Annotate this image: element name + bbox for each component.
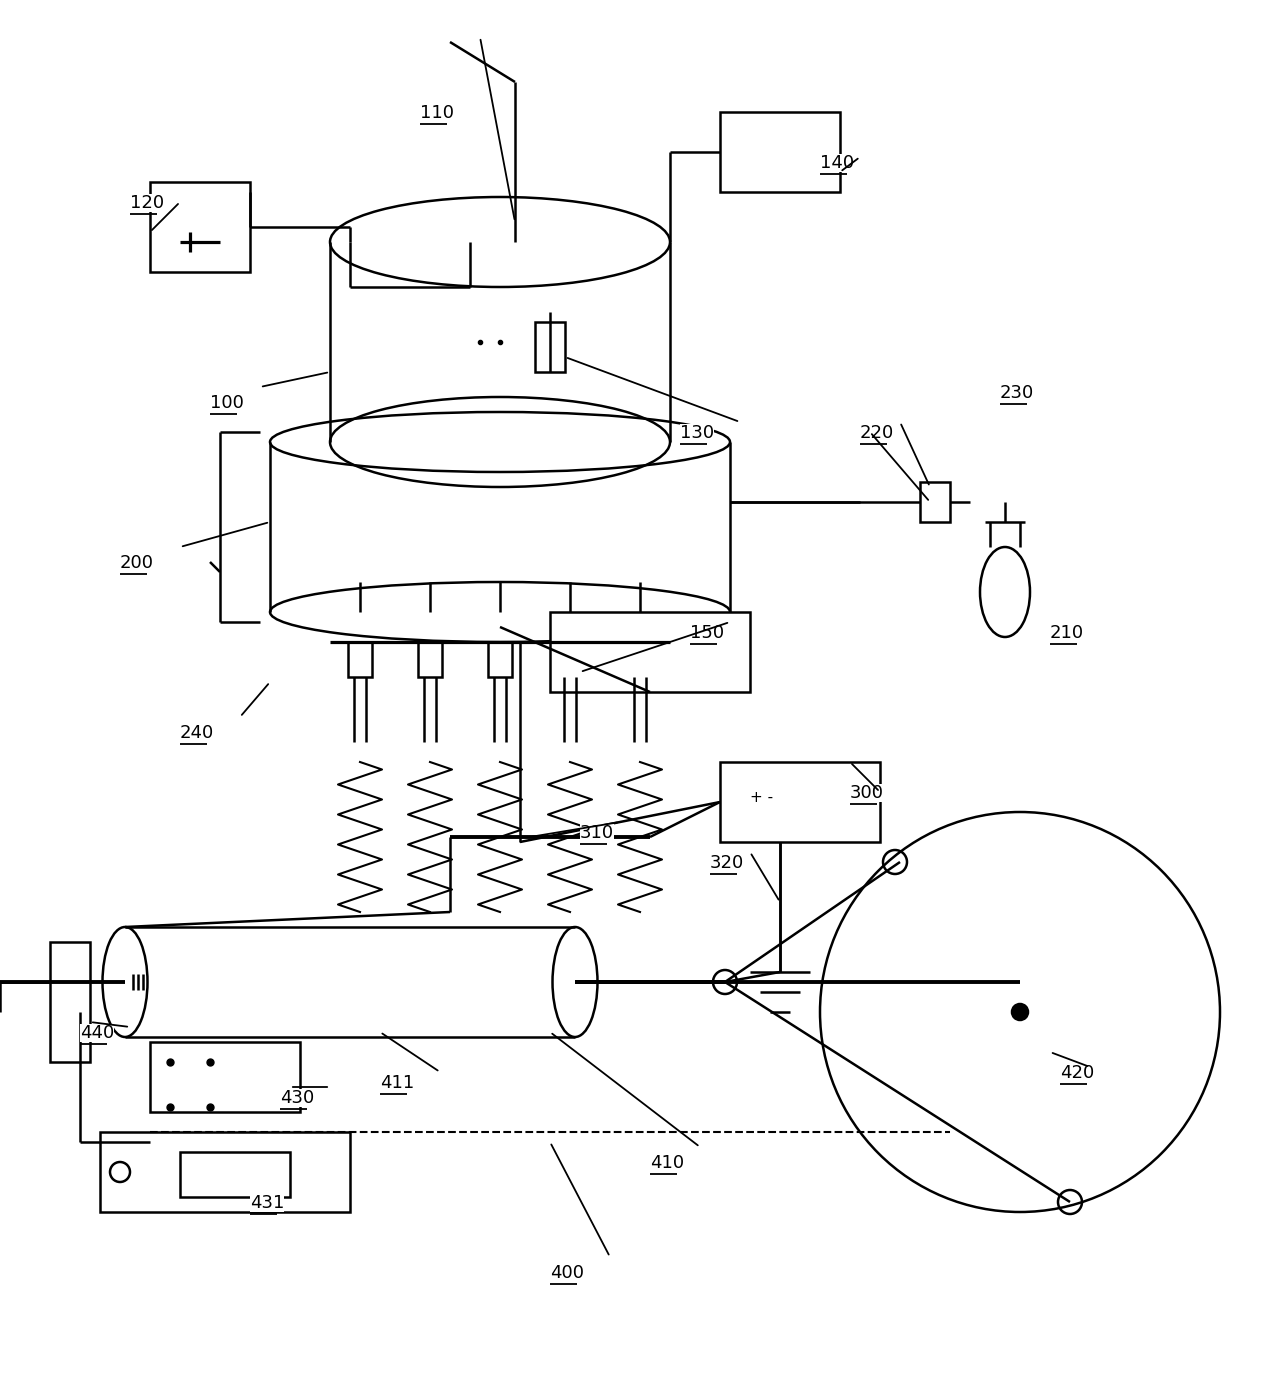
Bar bbox=[180, 1153, 290, 1197]
Text: 300: 300 bbox=[850, 784, 884, 802]
Bar bbox=[720, 761, 881, 842]
Text: 150: 150 bbox=[691, 624, 725, 642]
Bar bbox=[488, 642, 512, 677]
Text: 400: 400 bbox=[550, 1264, 584, 1282]
Circle shape bbox=[1012, 1004, 1028, 1020]
Text: + -: + - bbox=[750, 791, 773, 805]
Text: 430: 430 bbox=[280, 1089, 314, 1107]
Text: 410: 410 bbox=[650, 1154, 684, 1172]
Bar bbox=[150, 182, 250, 271]
Text: 431: 431 bbox=[250, 1194, 284, 1212]
Text: 130: 130 bbox=[680, 425, 715, 443]
Text: 220: 220 bbox=[860, 425, 895, 443]
Bar bbox=[720, 111, 840, 192]
Text: 200: 200 bbox=[120, 554, 155, 572]
Bar bbox=[535, 322, 565, 372]
Text: 310: 310 bbox=[580, 824, 614, 842]
Text: 140: 140 bbox=[820, 155, 854, 173]
Text: 110: 110 bbox=[419, 104, 454, 122]
Bar bbox=[557, 642, 582, 677]
Text: 210: 210 bbox=[1050, 624, 1085, 642]
Text: 100: 100 bbox=[210, 394, 243, 412]
Ellipse shape bbox=[552, 927, 598, 1037]
Bar bbox=[100, 1132, 350, 1212]
Bar bbox=[418, 642, 442, 677]
Bar bbox=[348, 642, 372, 677]
Bar bbox=[628, 642, 653, 677]
Text: 240: 240 bbox=[180, 724, 214, 742]
Bar bbox=[49, 942, 90, 1062]
Text: 120: 120 bbox=[131, 193, 165, 212]
Text: 411: 411 bbox=[380, 1075, 414, 1091]
Bar bbox=[920, 482, 950, 522]
Text: 230: 230 bbox=[1000, 384, 1034, 402]
Ellipse shape bbox=[103, 927, 147, 1037]
Bar bbox=[150, 1043, 300, 1112]
Text: 420: 420 bbox=[1060, 1063, 1095, 1082]
Bar bbox=[550, 612, 750, 692]
Text: 440: 440 bbox=[80, 1025, 114, 1043]
Text: 320: 320 bbox=[710, 855, 744, 871]
